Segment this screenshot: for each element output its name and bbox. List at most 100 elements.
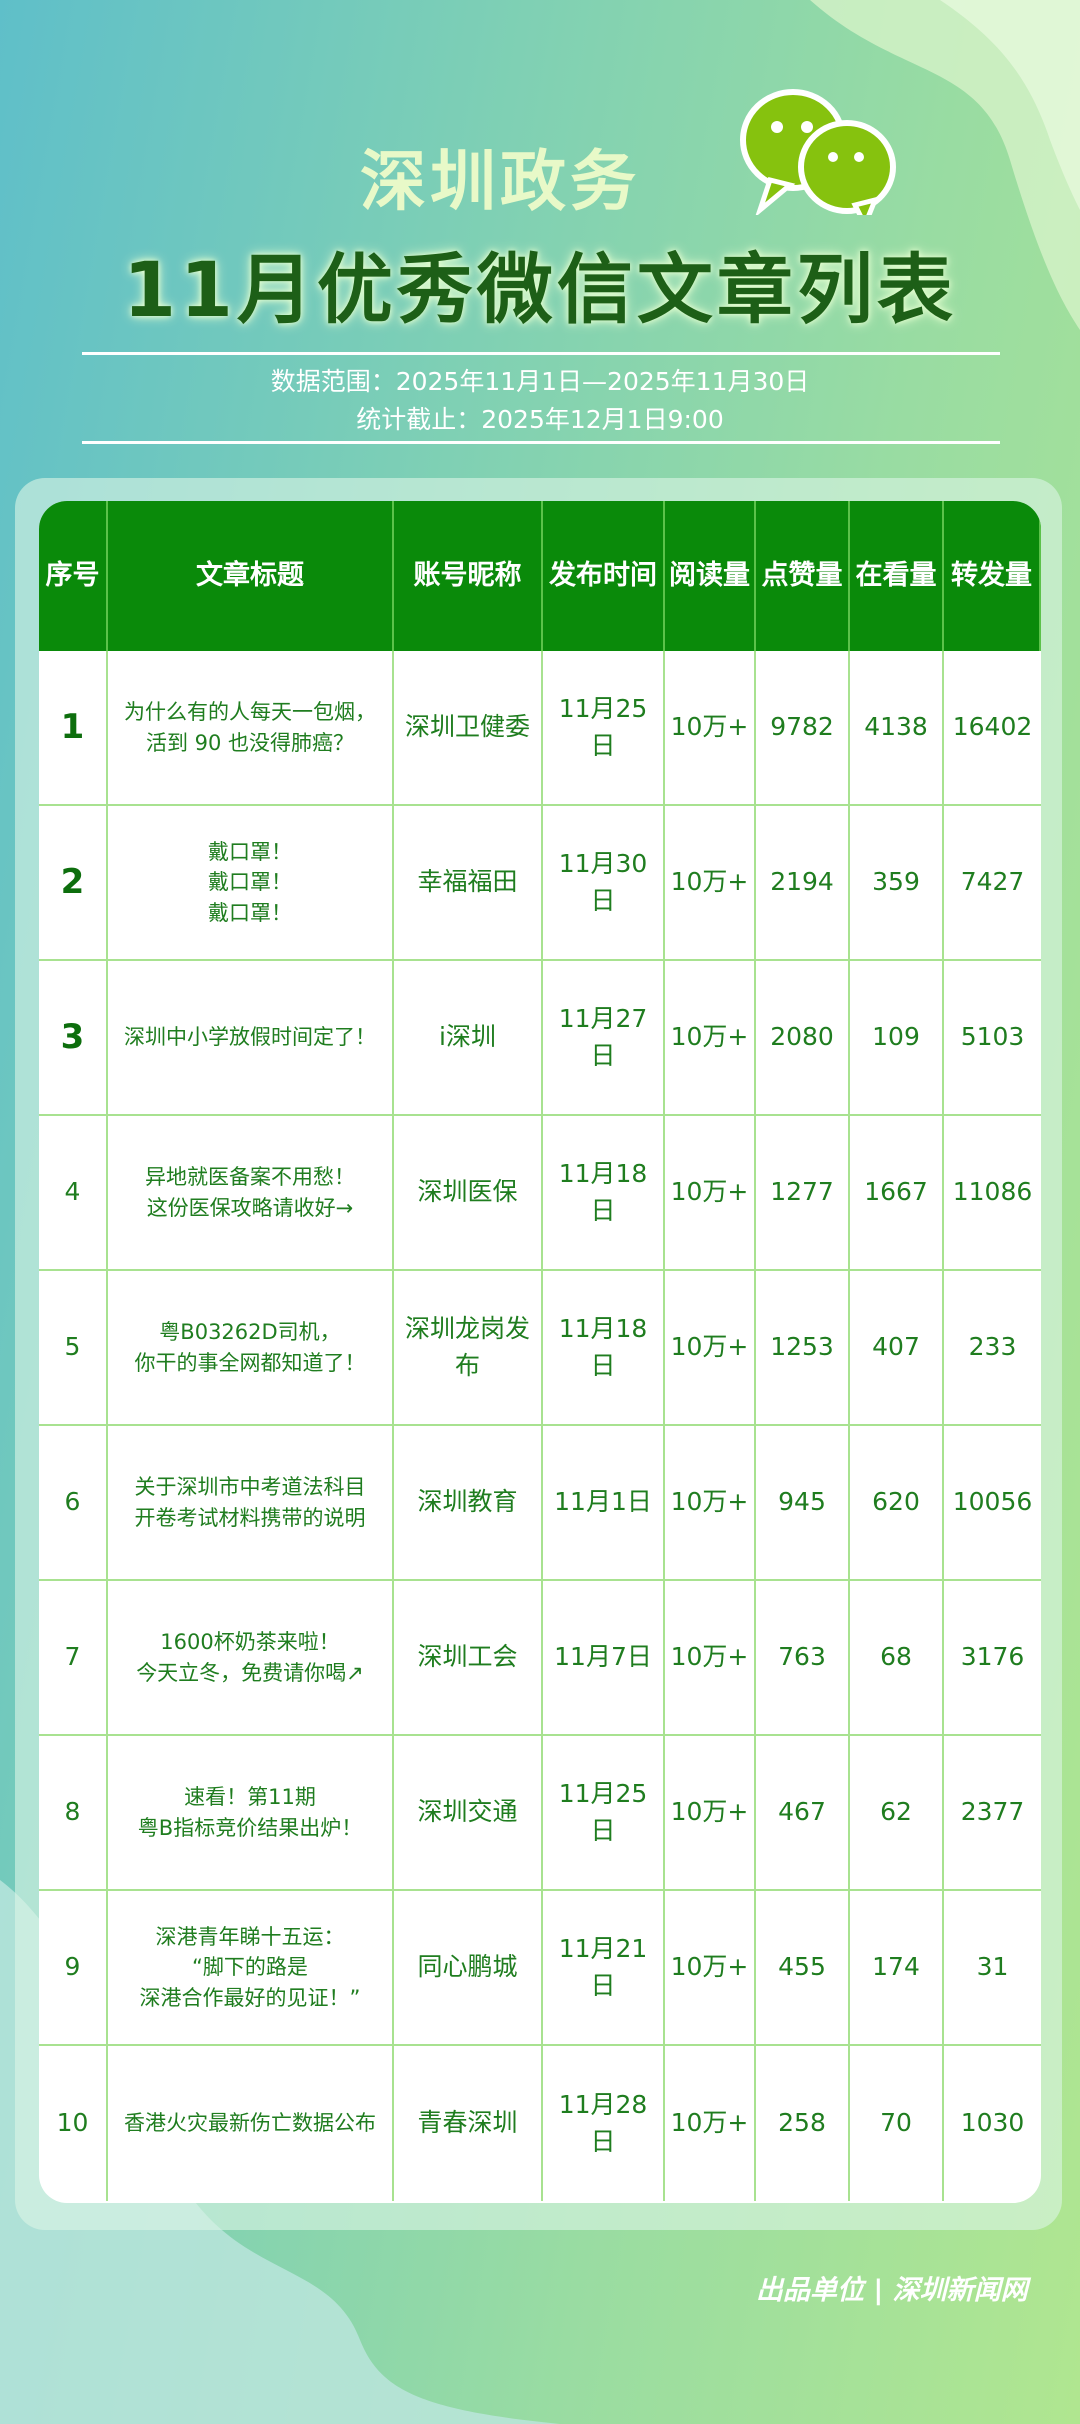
cell-account-name: 青春深圳	[394, 2046, 543, 2201]
cell-read-count: 10万+	[665, 806, 756, 959]
table-row: 6 关于深圳市中考道法科目 开卷考试材料携带的说明 深圳教育 11月1日 10万+ 945…	[39, 1426, 1041, 1581]
col-header-reads: 阅读量	[665, 501, 756, 651]
table-row: 3 深圳中小学放假时间定了！ i深圳 11月27日 10万+ 2080 109 5103	[39, 961, 1041, 1116]
cell-rank: 9	[39, 1891, 108, 2044]
cell-read-count: 10万+	[665, 651, 756, 804]
org-title: 深圳政务	[360, 143, 640, 220]
cell-article-title: 深圳中小学放假时间定了！	[108, 961, 394, 1114]
col-header-watching: 在看量	[850, 501, 944, 651]
cell-watching-count: 359	[850, 806, 944, 959]
cell-like-count: 1277	[756, 1116, 850, 1269]
cell-rank: 2	[39, 806, 108, 959]
cell-rank: 5	[39, 1271, 108, 1424]
cell-read-count: 10万+	[665, 1271, 756, 1424]
cell-share-count: 11086	[952, 1177, 1033, 1207]
cell-like-count: 258	[756, 2046, 850, 2201]
cell-like-count: 763	[756, 1581, 850, 1734]
cell-publish-date: 11月27日	[543, 961, 665, 1114]
cell-share-count: 3176	[960, 1642, 1025, 1672]
cell-watching-count: 407	[850, 1271, 944, 1424]
cell-account-name: 深圳工会	[394, 1581, 543, 1734]
cell-rank: 7	[39, 1581, 108, 1734]
cell-like-count: 9782	[756, 651, 850, 804]
cell-account-name: i深圳	[394, 961, 543, 1114]
cell-watching-count: 620	[850, 1426, 944, 1579]
cell-account-name: 深圳龙岗发布	[394, 1271, 543, 1424]
cell-watching-count: 1667	[850, 1116, 944, 1269]
cell-account-name: 深圳医保	[394, 1116, 543, 1269]
cell-like-count: 945	[756, 1426, 850, 1579]
col-header-account: 账号昵称	[394, 501, 543, 651]
cell-watching-count: 109	[850, 961, 944, 1114]
cell-article-title: 关于深圳市中考道法科目 开卷考试材料携带的说明	[108, 1426, 394, 1579]
cell-account-name: 同心鹏城	[394, 1891, 543, 2044]
cell-watching-count: 62	[850, 1736, 944, 1889]
cell-share-count: 233	[968, 1332, 1017, 1362]
divider	[82, 352, 1000, 355]
table-header: 序号 文章标题 账号昵称 发布时间 阅读量 点赞量 在看量 转发量	[39, 501, 1041, 651]
page-title: 11月优秀微信文章列表	[123, 245, 957, 334]
cell-account-name: 深圳交通	[394, 1736, 543, 1889]
cell-read-count: 10万+	[665, 1581, 756, 1734]
cell-article-title: 1600杯奶茶来啦！ 今天立冬，免费请你喝↗	[108, 1581, 394, 1734]
cell-watching-count: 68	[850, 1581, 944, 1734]
cell-account-name: 深圳教育	[394, 1426, 543, 1579]
cell-publish-date: 11月25日	[543, 1736, 665, 1889]
cell-watching-count: 70	[850, 2046, 944, 2201]
cell-article-title: 为什么有的人每天一包烟， 活到 90 也没得肺癌？	[108, 651, 394, 804]
cell-read-count: 10万+	[665, 961, 756, 1114]
cell-like-count: 455	[756, 1891, 850, 2044]
cell-like-count: 1253	[756, 1271, 850, 1424]
cell-article-title: 速看！第11期 粤B指标竞价结果出炉！	[108, 1736, 394, 1889]
cell-publish-date: 11月7日	[543, 1581, 665, 1734]
cell-publish-date: 11月1日	[543, 1426, 665, 1579]
cell-share-count: 7427	[960, 867, 1025, 897]
cell-rank: 4	[39, 1116, 108, 1269]
cell-publish-date: 11月25日	[543, 651, 665, 804]
cell-publish-date: 11月18日	[543, 1271, 665, 1424]
data-range: 数据范围：2025年11月1日—2025年11月30日	[270, 367, 810, 396]
table-row: 4 异地就医备案不用愁！ 这份医保攻略请收好→ 深圳医保 11月18日 10万+ 1277…	[39, 1116, 1041, 1271]
cell-article-title: 香港火灾最新伤亡数据公布	[108, 2046, 394, 2201]
article-table: 序号 文章标题 账号昵称 发布时间 阅读量 点赞量 在看量 转发量 1 为什么有的…	[39, 501, 1041, 2203]
cell-account-name: 幸福福田	[394, 806, 543, 959]
cell-account-name: 深圳卫健委	[394, 651, 543, 804]
footer-credit: 出品单位 | 深圳新闻网	[756, 2275, 1028, 2306]
table-row: 10 香港火灾最新伤亡数据公布 青春深圳 11月28日 10万+ 258 70 1030	[39, 2046, 1041, 2201]
cell-rank: 6	[39, 1426, 108, 1579]
cell-share-count: 1030	[960, 2108, 1025, 2138]
cell-read-count: 10万+	[665, 1891, 756, 2044]
cell-like-count: 467	[756, 1736, 850, 1889]
stat-cutoff: 统计截止：2025年12月1日9:00	[356, 405, 724, 434]
divider	[82, 441, 1000, 444]
cell-article-title: 异地就医备案不用愁！ 这份医保攻略请收好→	[108, 1116, 394, 1269]
cell-watching-count: 174	[850, 1891, 944, 2044]
table-row: 7 1600杯奶茶来啦！ 今天立冬，免费请你喝↗ 深圳工会 11月7日 10万+ 763 6…	[39, 1581, 1041, 1736]
cell-share-count: 5103	[960, 1022, 1025, 1052]
cell-share-count: 16402	[952, 712, 1033, 742]
cell-publish-date: 11月18日	[543, 1116, 665, 1269]
table-row: 8 速看！第11期 粤B指标竞价结果出炉！ 深圳交通 11月25日 10万+ 467 62 2…	[39, 1736, 1041, 1891]
cell-publish-date: 11月30日	[543, 806, 665, 959]
table-row: 9 深港青年睇十五运： “脚下的路是 深港合作最好的见证！” 同心鹏城 11月21日 1…	[39, 1891, 1041, 2046]
cell-watching-count: 4138	[850, 651, 944, 804]
table-row: 5 粤B03262D司机， 你干的事全网都知道了！ 深圳龙岗发布 11月18日 10万+…	[39, 1271, 1041, 1426]
cell-rank: 3	[39, 961, 108, 1114]
cell-article-title: 戴口罩！ 戴口罩！ 戴口罩！	[108, 806, 394, 959]
cell-read-count: 10万+	[665, 2046, 756, 2201]
cell-share-count: 2377	[960, 1797, 1025, 1827]
cell-share-count: 31	[976, 1952, 1009, 1982]
cell-article-title: 粤B03262D司机， 你干的事全网都知道了！	[108, 1271, 394, 1424]
col-header-likes: 点赞量	[756, 501, 850, 651]
col-header-title: 文章标题	[108, 501, 394, 651]
cell-read-count: 10万+	[665, 1426, 756, 1579]
table-row: 1 为什么有的人每天一包烟， 活到 90 也没得肺癌？ 深圳卫健委 11月25日 10万…	[39, 651, 1041, 806]
cell-rank: 1	[39, 651, 108, 804]
cell-rank: 10	[39, 2046, 108, 2201]
cell-publish-date: 11月28日	[543, 2046, 665, 2201]
cell-share-count: 10056	[952, 1487, 1033, 1517]
col-header-shares: 转发量	[944, 501, 1041, 651]
col-header-rank: 序号	[39, 501, 108, 651]
col-header-date: 发布时间	[543, 501, 665, 651]
cell-read-count: 10万+	[665, 1736, 756, 1889]
